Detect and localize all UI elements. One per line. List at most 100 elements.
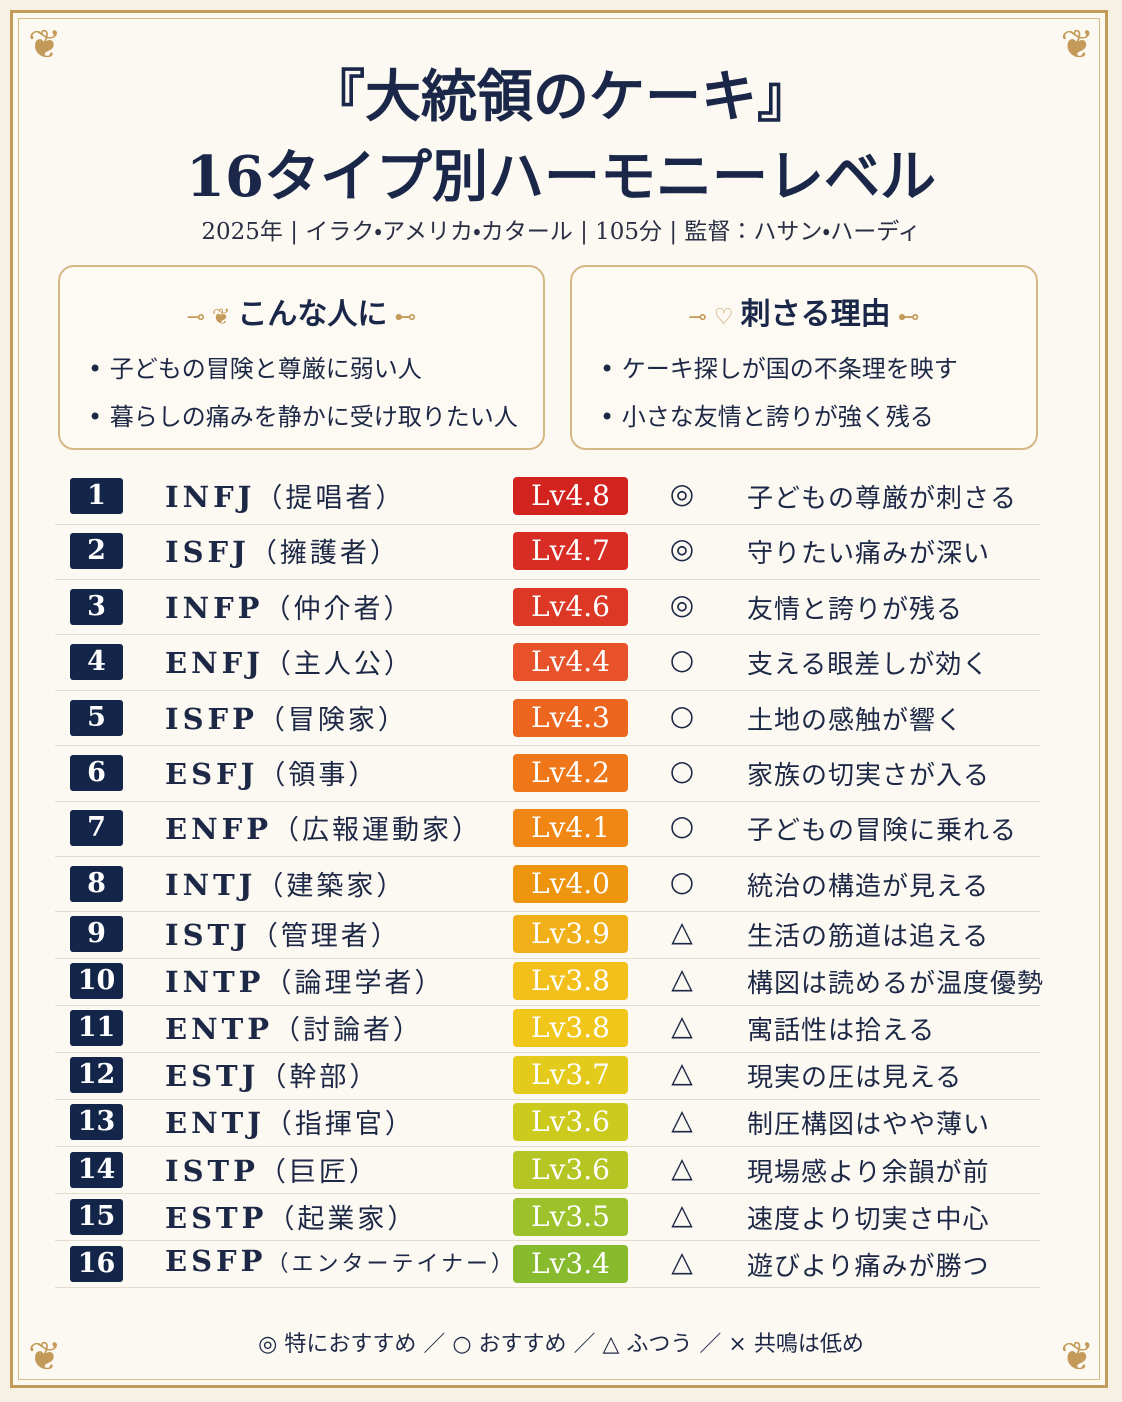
level-badge: Lv3.9 — [513, 915, 628, 953]
rank-badge: 6 — [70, 755, 123, 791]
ornament: ❦ — [28, 22, 62, 68]
type-role: （冒険家） — [257, 704, 408, 736]
type-cell: INTJ（建築家） — [165, 864, 406, 903]
level-badge: Lv4.2 — [513, 754, 628, 792]
rank-badge: 8 — [70, 865, 123, 902]
box-item: • 暮らしの痛みを静かに受け取りたい人 — [88, 403, 518, 431]
box-item: • 子どもの冒険と尊厳に弱い人 — [88, 355, 422, 383]
type-code: ISTJ — [165, 918, 251, 952]
level-badge: Lv4.8 — [513, 477, 628, 515]
type-cell: ISTP（巨匠） — [165, 1150, 379, 1189]
rating-mark: ○ — [669, 754, 695, 787]
rating-mark: △ — [671, 1056, 693, 1090]
type-code: ENTJ — [165, 1106, 265, 1141]
comment: 速度より切実さ中心 — [747, 1204, 990, 1235]
type-code: ENTP — [165, 1012, 273, 1047]
type-cell: ENFP（広報運動家） — [165, 808, 482, 847]
type-code: INTJ — [165, 867, 257, 902]
type-code: ESTJ — [165, 1059, 260, 1094]
type-cell: ENTJ（指揮官） — [165, 1102, 415, 1141]
info-box: ⊸ ♡ 刺さる理由 ⊷ • ケーキ探しが国の不条理を映す • 小さな友情と誇りが… — [570, 265, 1038, 450]
comment: 制圧構図はやや薄い — [747, 1110, 991, 1141]
type-role: （建築家） — [256, 870, 407, 902]
rating-mark: △ — [671, 1244, 693, 1278]
rating-mark: ○ — [669, 864, 695, 898]
row-divider — [55, 855, 1040, 857]
level-badge: Lv4.4 — [513, 643, 628, 682]
type-cell: ESTJ（幹部） — [165, 1055, 379, 1094]
rating-mark: △ — [671, 962, 693, 996]
level-badge: Lv3.5 — [513, 1197, 628, 1236]
type-code: INFJ — [165, 480, 256, 514]
level-badge: Lv3.8 — [513, 962, 628, 1001]
rank-badge: 5 — [70, 699, 123, 736]
row-divider — [55, 1051, 1040, 1053]
type-role: （主人公） — [263, 649, 414, 681]
comment: 現場感より余韻が前 — [747, 1157, 990, 1188]
row-divider — [55, 578, 1040, 580]
level-badge: Lv3.6 — [513, 1150, 628, 1189]
comment: 統治の構造が見える — [747, 871, 990, 902]
type-cell: ENFJ（主人公） — [165, 642, 414, 681]
rank-badge: 15 — [70, 1198, 123, 1235]
box-heading: ⊸ ❦ こんな人に ⊷ — [186, 297, 417, 332]
comment: 子どもの冒険に乗れる — [747, 816, 1018, 847]
type-code: INTP — [165, 965, 265, 1000]
level-badge: Lv4.0 — [513, 864, 628, 903]
row-divider — [55, 689, 1040, 691]
type-cell: ENTP（討論者） — [165, 1008, 423, 1047]
type-code: ISTP — [165, 1153, 259, 1188]
type-cell: ESFP（エンターテイナー） — [165, 1244, 516, 1278]
rank-badge: 2 — [70, 533, 123, 570]
comment: 構図は読めるが温度優勢 — [747, 969, 1045, 1000]
info-box: ⊸ ❦ こんな人に ⊷ • 子どもの冒険と尊厳に弱い人 • 暮らしの痛みを静かに… — [58, 265, 545, 450]
ornament: ❦ — [28, 1334, 62, 1380]
rank-badge: 14 — [70, 1151, 123, 1188]
type-code: ESFP — [165, 1243, 267, 1278]
row-divider — [55, 911, 1040, 913]
comment: 子どもの尊厳が刺さる — [747, 484, 1018, 514]
rating-mark: ◎ — [669, 477, 695, 510]
level-badge: Lv4.1 — [513, 809, 628, 848]
rank-badge: 12 — [70, 1057, 123, 1094]
row-divider — [55, 957, 1040, 959]
comment: 土地の感触が響く — [747, 705, 964, 736]
type-cell: INTP（論理学者） — [165, 961, 444, 1000]
comment: 寓話性は拾える — [747, 1016, 936, 1047]
type-cell: INFJ（提唱者） — [165, 476, 405, 515]
box-title: こんな人に — [237, 297, 388, 332]
row-divider — [55, 1004, 1040, 1006]
rating-mark: ◎ — [669, 532, 695, 566]
type-role: （エンターテイナー） — [266, 1251, 517, 1277]
rating-mark: △ — [671, 1103, 693, 1137]
rating-mark: ◎ — [669, 587, 695, 621]
rank-badge: 11 — [70, 1010, 123, 1047]
type-cell: ISTJ（管理者） — [165, 914, 401, 953]
row-divider — [55, 523, 1040, 525]
row-divider — [55, 1098, 1040, 1100]
level-badge: Lv3.4 — [513, 1244, 628, 1283]
box-item-text: 子どもの冒険と尊厳に弱い人 — [109, 355, 422, 383]
title: 16タイプ別ハーモニーレベル — [186, 144, 936, 210]
rating-mark: △ — [671, 1009, 693, 1043]
type-role: （起業家） — [267, 1203, 418, 1235]
level-badge: Lv4.6 — [513, 587, 628, 626]
comment: 家族の切実さが入る — [747, 761, 991, 791]
type-code: ESTP — [165, 1200, 268, 1235]
rating-mark: △ — [671, 1197, 693, 1231]
legend: ◎ 特におすすめ ／ ○ おすすめ ／ △ ふつう ／ × 共鳴は低め — [258, 1332, 864, 1357]
rating-mark: △ — [671, 1150, 693, 1184]
type-role: （広報運動家） — [272, 815, 483, 847]
rank-badge: 16 — [70, 1245, 123, 1282]
rank-badge: 13 — [70, 1104, 123, 1141]
type-role: （論理学者） — [264, 968, 445, 1000]
type-role: （仲介者） — [263, 593, 414, 625]
rank-badge: 10 — [70, 963, 123, 1000]
type-role: （提唱者） — [255, 483, 406, 514]
type-cell: ESFJ（領事） — [165, 753, 378, 792]
row-divider — [55, 1193, 1040, 1194]
type-cell: INFP（仲介者） — [165, 587, 413, 626]
type-code: ENFP — [165, 812, 273, 847]
rank-badge: 4 — [70, 644, 123, 681]
